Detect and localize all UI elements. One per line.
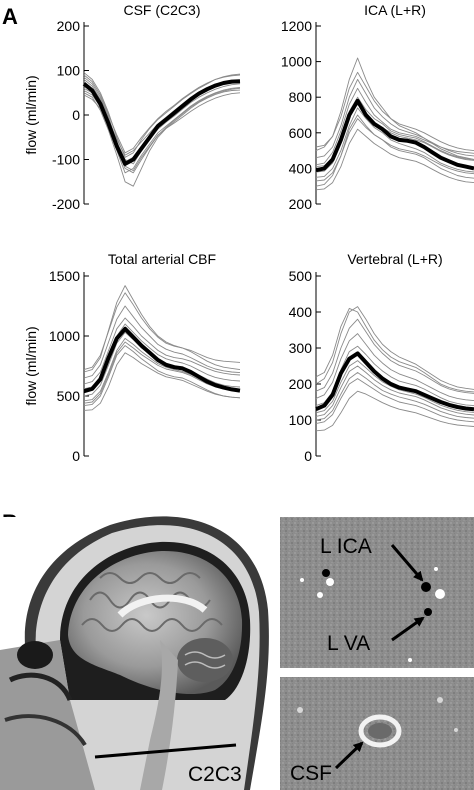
subject-flow-line	[315, 345, 474, 407]
y-tick-label: 0	[72, 448, 80, 464]
y-tick-label: 0	[304, 448, 312, 464]
ica-label: L ICA	[320, 535, 372, 558]
sagittal-mri-image: C2C3	[0, 516, 274, 790]
subject-flow-line	[315, 390, 474, 432]
csf-arrow	[334, 741, 364, 770]
va-label: L VA	[327, 632, 370, 655]
subject-flow-line	[315, 78, 474, 159]
y-tick-label: 400	[289, 160, 313, 176]
subject-flow-line	[315, 71, 474, 152]
csf-label: CSF	[290, 762, 332, 785]
subject-flow-line	[315, 360, 474, 414]
y-tick-label: 1000	[281, 54, 312, 70]
subject-flow-line	[315, 118, 474, 182]
chart-title: ICA (L+R)	[364, 2, 426, 18]
subject-flow-line	[315, 306, 474, 390]
subject-flow-line	[83, 285, 241, 373]
chart-title: Total arterial CBF	[108, 251, 216, 267]
subject-flow-line	[315, 107, 474, 178]
subject-flow-line	[315, 318, 474, 394]
y-tick-label: 100	[289, 412, 313, 428]
y-tick-label: 1000	[49, 328, 80, 344]
ica-arrow	[390, 544, 424, 582]
subject-flow-line	[83, 86, 241, 174]
subject-flow-line	[315, 87, 474, 166]
subject-flow-line	[315, 372, 474, 421]
subject-flow-line	[315, 57, 474, 160]
y-tick-label: 0	[72, 107, 80, 123]
ica-flow-chart: ICA (L+R) 1200 1000 800 600 400 200	[281, 2, 474, 212]
y-tick-label: 600	[289, 125, 313, 141]
y-tick-label: 500	[57, 388, 81, 404]
y-tick-label: 1200	[281, 18, 312, 34]
mean-flow-line	[315, 98, 474, 173]
csf-flow-chart: CSF (C2C3) 200 100 0 -100 -200 flow (ml/min)	[23, 2, 241, 212]
subject-flow-line	[83, 87, 241, 174]
subject-flow-line	[315, 128, 474, 191]
y-tick-label: 300	[289, 340, 313, 356]
phase-contrast-csf-image: CSF	[280, 677, 474, 790]
subject-flow-line	[315, 378, 474, 425]
y-tick-label: -200	[52, 196, 80, 212]
c2c3-label: C2C3	[188, 763, 242, 786]
mean-flow-line	[83, 326, 241, 394]
y-tick-label: 200	[289, 376, 313, 392]
subject-flow-line	[83, 305, 241, 379]
y-tick-label: 200	[57, 18, 81, 34]
subject-flow-line	[83, 89, 241, 187]
total-cbf-chart: Total arterial CBF 1500 1000 500 0 flow (ml/m…	[23, 251, 241, 464]
subject-flow-line	[315, 333, 474, 402]
subject-flow-line	[83, 317, 241, 385]
va-arrow	[391, 616, 425, 642]
subject-flow-line	[83, 74, 241, 154]
subject-flow-line	[315, 307, 474, 393]
chart-title: Vertebral (L+R)	[347, 251, 442, 267]
y-axis-label: flow (ml/min)	[23, 326, 39, 405]
panel-label-a: A	[2, 4, 18, 29]
c2c3-level-line	[94, 743, 237, 759]
subject-flow-line	[83, 345, 241, 407]
y-tick-label: 1500	[49, 268, 80, 284]
subject-flow-line	[83, 292, 241, 371]
y-tick-label: 800	[289, 89, 313, 105]
mean-flow-line	[82, 79, 241, 166]
vertebral-flow-chart: Vertebral (L+R) 500 400 300 200 100 0	[289, 251, 474, 464]
y-tick-label: 200	[289, 196, 313, 212]
subject-flow-line	[315, 365, 474, 417]
phase-contrast-arterial-image: L ICA L VA	[280, 517, 474, 668]
mean-flow-line	[315, 351, 474, 412]
y-tick-label: 100	[57, 63, 81, 79]
y-tick-label: 400	[289, 304, 313, 320]
y-tick-label: -100	[52, 152, 80, 168]
y-axis-label: flow (ml/min)	[23, 75, 39, 154]
y-tick-label: 500	[289, 268, 313, 284]
chart-title: CSF (C2C3)	[123, 2, 200, 18]
subject-flow-line	[83, 352, 241, 411]
